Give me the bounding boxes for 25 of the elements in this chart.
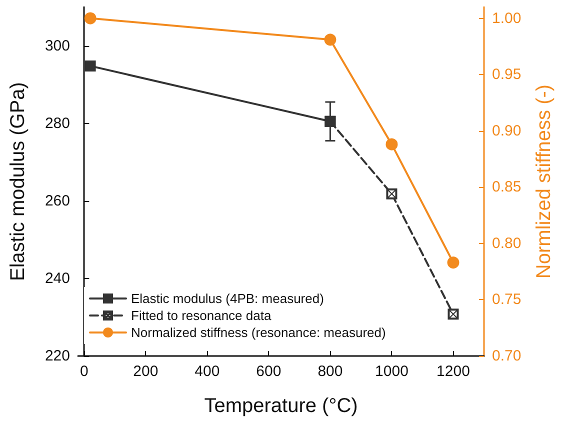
legend-label: Elastic modulus (4PB: measured)	[131, 291, 324, 306]
y-tick-label: 220	[44, 348, 70, 364]
y2-tick-label: 0.85	[492, 178, 522, 196]
legend-label: Normalized stiffness (resonance: measured)	[131, 325, 386, 340]
y2-tick-label: 0.80	[492, 234, 522, 252]
x-tick-label: 200	[133, 363, 158, 380]
y2-tick-label: 0.90	[492, 122, 522, 140]
y-axis-title: Elastic modulus (GPa)	[7, 82, 29, 281]
y-tick-label: 280	[44, 114, 70, 132]
x-tick-label: 400	[194, 363, 220, 380]
y-tick-label: 260	[44, 192, 70, 210]
y2-tick-label: 0.95	[492, 66, 522, 84]
x-axis-title: Temperature (°C)	[204, 395, 358, 417]
y2-tick-label: 0.70	[492, 348, 522, 364]
x-tick-label: 800	[318, 363, 343, 380]
y-tick-label: 300	[44, 37, 70, 54]
x-tick-label: 600	[256, 363, 282, 380]
y-tick-label: 240	[44, 270, 70, 287]
x-tick-label: 1000	[375, 363, 408, 380]
y2-tick-label: 0.75	[492, 291, 522, 308]
y2-tick-label: 1.00	[492, 10, 522, 27]
x-tick-label: 0	[80, 363, 88, 380]
x-tick-label: 1200	[436, 363, 470, 380]
y2-axis-title: Normlized stiffness (-)	[533, 84, 555, 279]
legend-label: Fitted to resonance data	[131, 308, 272, 323]
